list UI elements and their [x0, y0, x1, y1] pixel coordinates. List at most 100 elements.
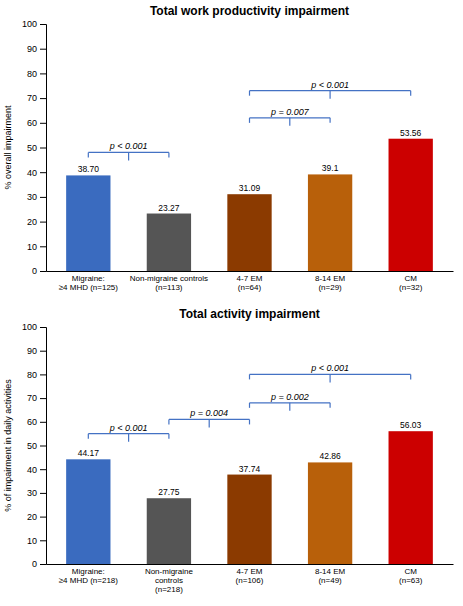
bar — [147, 498, 191, 564]
y-tick-mark — [40, 469, 46, 470]
y-tick-mark — [40, 73, 46, 74]
bracket-center — [128, 434, 129, 442]
y-tick-label: 90 — [27, 346, 37, 356]
bar — [227, 194, 271, 271]
significance-bracket: p < 0.001 — [88, 423, 169, 442]
bracket-center — [209, 419, 210, 427]
bracket-label: p < 0.001 — [310, 80, 349, 90]
x-tick-label: Migraine:≥4 MHD (n=125) — [59, 274, 119, 292]
y-tick-label: 10 — [27, 242, 37, 252]
y-tick: 80 — [27, 69, 46, 79]
bracket-label: p = 0.002 — [270, 392, 309, 402]
x-axis-line — [47, 564, 454, 565]
figure: Total work productivity impairment010203… — [0, 0, 463, 606]
y-tick: 80 — [27, 370, 46, 380]
x-axis-line — [47, 271, 454, 272]
significance-bracket: p = 0.002 — [250, 392, 331, 411]
bar — [389, 431, 433, 564]
bar — [66, 175, 110, 271]
y-tick-mark — [40, 564, 46, 565]
bracket-center — [289, 118, 290, 126]
y-tick-label: 10 — [27, 536, 37, 546]
y-tick: 60 — [27, 118, 46, 128]
y-tick-mark — [40, 327, 46, 328]
bracket-label: p = 0.007 — [270, 107, 310, 117]
y-tick-mark — [40, 351, 46, 352]
bracket-label: p < 0.001 — [109, 141, 148, 151]
chart-panel: Total activity impairment010203040506070… — [3, 307, 454, 594]
y-tick-mark — [40, 374, 46, 375]
bracket-label: p = 0.004 — [189, 408, 228, 418]
y-tick-label: 40 — [27, 465, 37, 475]
x-tick: 8-14 EM(n=49) — [315, 567, 346, 585]
x-tick: Non-migraine controls(n=113) — [130, 274, 208, 292]
bracket-end — [88, 434, 89, 439]
y-tick-mark — [40, 540, 46, 541]
bracket-label: p < 0.001 — [109, 423, 148, 433]
x-tick-label: 8-14 EM(n=49) — [315, 567, 346, 585]
y-tick-mark — [40, 98, 46, 99]
y-tick: 100 — [22, 322, 46, 332]
y-tick: 20 — [27, 217, 46, 227]
y-tick-label: 100 — [22, 322, 37, 332]
y-tick: 90 — [27, 346, 46, 356]
y-tick-mark — [40, 517, 46, 518]
x-tick-label: CM(n=63) — [399, 567, 423, 585]
bracket-end — [168, 419, 169, 424]
y-axis-title: % overall impairment — [3, 105, 13, 190]
y-tick-label: 60 — [27, 417, 37, 427]
y-tick-mark — [40, 24, 46, 25]
y-tick-label: 0 — [32, 266, 37, 276]
y-tick: 90 — [27, 44, 46, 54]
x-tick: CM(n=32) — [399, 274, 423, 292]
x-tick-label: 8-14 EM(n=29) — [315, 274, 346, 292]
bracket-end — [329, 118, 330, 123]
x-tick: 4-7 EM(n=106) — [236, 567, 264, 585]
y-axis-title: % of impairment in daily activities — [3, 379, 13, 512]
y-axis-line — [40, 328, 47, 565]
y-axis: 0 10 20 30 40 50 60 70 80 90 100 — [22, 322, 47, 569]
y-tick: 20 — [27, 512, 46, 522]
x-axis: Migraine:≥4 MHD (n=125) Non-migraine cont… — [47, 272, 454, 292]
x-tick-label: CM(n=32) — [399, 274, 423, 292]
x-tick-label: Migraine:≥4 MHD (n=218) — [59, 567, 119, 585]
y-tick: 30 — [27, 192, 46, 202]
data-labels: 38.7023.2731.0939.153.56 — [78, 128, 422, 213]
y-tick-label: 50 — [27, 143, 37, 153]
y-tick: 50 — [27, 441, 46, 451]
bracket-center — [329, 374, 330, 382]
bracket-label: p < 0.001 — [310, 363, 349, 373]
y-tick-label: 70 — [27, 93, 37, 103]
significance-bracket: p < 0.001 — [250, 80, 411, 99]
y-tick-label: 80 — [27, 69, 37, 79]
data-label: 37.74 — [239, 464, 261, 474]
data-label: 53.56 — [400, 128, 422, 138]
data-label: 38.70 — [78, 164, 100, 174]
data-label: 27.75 — [158, 487, 180, 497]
y-tick-label: 20 — [27, 217, 37, 227]
x-tick: Migraine:≥4 MHD (n=218) — [59, 567, 119, 585]
y-tick-label: 90 — [27, 44, 37, 54]
data-labels: 44.1727.7537.7442.8656.03 — [78, 420, 422, 497]
bracket-end — [249, 118, 250, 123]
y-tick-label: 70 — [27, 393, 37, 403]
bracket-end — [410, 91, 411, 96]
x-tick-label: Non-migrainecontrols(n=218) — [145, 567, 194, 594]
y-tick: 30 — [27, 488, 46, 498]
y-tick-label: 30 — [27, 488, 37, 498]
y-tick-mark — [40, 49, 46, 50]
y-tick-mark — [40, 246, 46, 247]
y-tick-mark — [40, 123, 46, 124]
y-tick: 0 — [32, 559, 46, 569]
y-tick-mark — [40, 493, 46, 494]
y-tick-label: 50 — [27, 441, 37, 451]
y-tick-mark — [40, 148, 46, 149]
x-tick: Migraine:≥4 MHD (n=125) — [59, 274, 119, 292]
chart-panel: Total work productivity impairment010203… — [3, 4, 454, 292]
bracket-end — [249, 91, 250, 96]
y-tick: 50 — [27, 143, 46, 153]
bracket-end — [168, 434, 169, 439]
y-tick: 100 — [22, 19, 46, 29]
x-tick: 4-7 EM(n=64) — [237, 274, 263, 292]
y-tick-mark — [40, 446, 46, 447]
